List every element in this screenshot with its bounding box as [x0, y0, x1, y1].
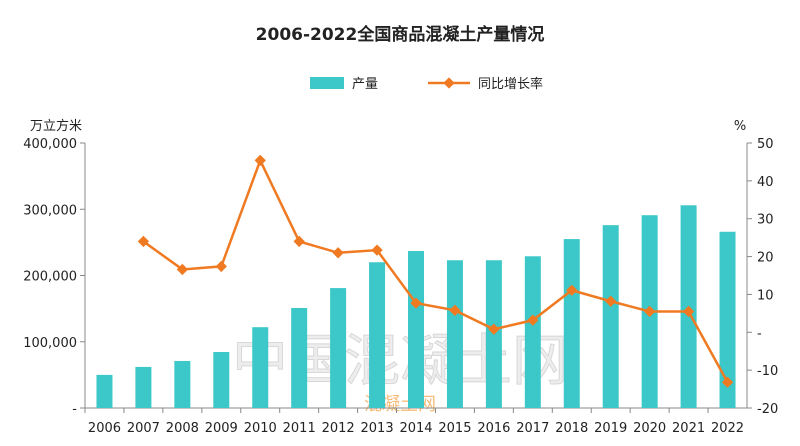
chart-title: 2006-2022全国商品混凝土产量情况 [256, 24, 545, 45]
left-tick-label: 200,000 [23, 270, 77, 285]
bar-2015 [446, 260, 463, 408]
growth-point-2012 [332, 247, 344, 259]
left-axis-label: 万立方米 [30, 118, 82, 134]
x-tick-label: 2011 [283, 421, 316, 436]
growth-point-2018 [566, 284, 578, 296]
growth-point-2020 [643, 305, 656, 318]
growth-point-2022 [721, 376, 734, 388]
right-tick-label: 30 [757, 213, 774, 228]
right-tick-label: 50 [757, 137, 774, 152]
right-tick-label: - [757, 326, 762, 341]
bar-2017 [524, 256, 541, 408]
bar-2014 [408, 250, 424, 408]
x-tick-label: 2015 [438, 421, 471, 436]
growth-point-2009 [215, 260, 227, 273]
x-tick-label: 2010 [244, 421, 277, 436]
growth-point-2015 [449, 304, 461, 316]
growth-point-2016 [488, 323, 500, 335]
legend-line-label: 同比增长率 [478, 76, 543, 92]
x-tick-label: 2016 [477, 421, 510, 436]
growth-point-2021 [682, 305, 695, 318]
watermark: 中国混凝土网 混凝土网 [232, 329, 569, 416]
growth-point-2013 [371, 244, 383, 256]
x-tick-label: 2007 [127, 421, 160, 436]
left-tick-label: 400,000 [23, 137, 77, 152]
bar-2013 [369, 262, 386, 408]
right-tick-label: 10 [757, 288, 774, 303]
growth-point-2010 [254, 154, 266, 167]
growth-point-2008 [176, 263, 189, 276]
x-tick-label: 2019 [594, 421, 627, 436]
bar-2012 [330, 288, 347, 408]
right-tick-label: -10 [757, 364, 778, 379]
left-tick-label: 300,000 [23, 203, 77, 218]
right-tick-label: -20 [757, 402, 778, 417]
x-tick-label: 2022 [711, 421, 744, 436]
x-tick-label: 2021 [672, 421, 705, 436]
x-tick-label: 2018 [555, 421, 588, 436]
x-tick-label: 2012 [322, 421, 355, 436]
right-tick-label: 20 [757, 251, 774, 266]
bar-2019 [602, 225, 619, 408]
x-tick-label: 2014 [399, 421, 432, 436]
x-tick-label: 2017 [516, 421, 549, 436]
bar-2018 [563, 239, 580, 408]
x-tick-label: 2009 [205, 421, 238, 436]
bar-2009 [213, 352, 230, 408]
bar-2007 [135, 366, 152, 408]
right-tick-label: 40 [757, 175, 774, 190]
x-tick-label: 2008 [166, 421, 199, 436]
bar-2011 [291, 307, 308, 408]
bar-2008 [174, 360, 191, 408]
growth-point-2019 [605, 295, 617, 307]
left-tick-label: - [72, 402, 77, 417]
legend: 产量 同比增长率 [310, 76, 543, 92]
growth-point-2014 [410, 297, 422, 309]
bar-2010 [252, 327, 269, 408]
growth-point-2007 [137, 235, 150, 248]
x-tick-label: 2006 [88, 421, 121, 436]
growth-line [142, 157, 729, 383]
left-tick-label: 100,000 [23, 336, 77, 351]
legend-line-marker [443, 77, 455, 89]
x-tick-label: 2020 [633, 421, 666, 436]
bar-2022 [719, 231, 736, 408]
right-axis-label: % [734, 119, 746, 134]
watermark-main: 中国混凝土网 [232, 329, 568, 394]
growth-point-2017 [527, 314, 539, 326]
growth-point-2011 [293, 235, 305, 248]
legend-bar-label: 产量 [352, 77, 378, 92]
legend-bar-swatch [310, 77, 344, 89]
bar-2006 [96, 374, 113, 408]
x-tick-label: 2013 [361, 421, 394, 436]
